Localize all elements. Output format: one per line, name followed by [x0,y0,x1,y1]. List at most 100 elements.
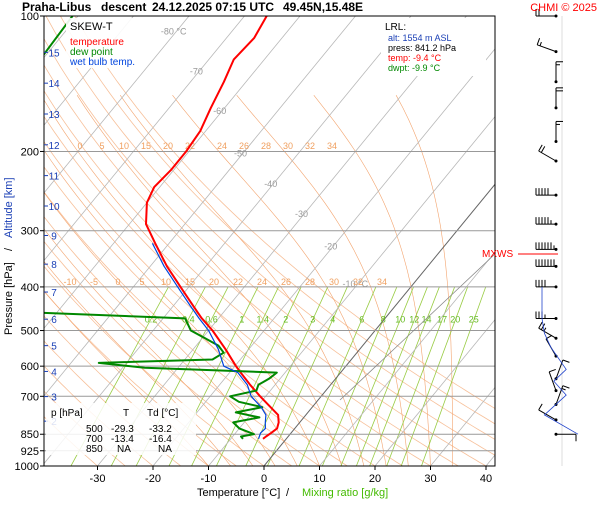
lrl-pressure: press: 841.2 hPa [388,43,456,53]
temperature-tick-label: -10 [201,473,217,485]
mixing-ratio-label: 20 [450,314,460,324]
dry-adiabat-label: 34 [327,141,337,151]
altitude-tick-label: 15 [48,48,60,59]
header-datetime: 24.12.2025 07:15 UTC [152,0,274,14]
altitude-tick-label: 3 [51,393,57,404]
isotherm-label: -80 °C [161,27,187,37]
temperature-tick-label: 40 [480,473,492,485]
pressure-tick-label: 700 [21,391,39,403]
pressure-tick-label: 925 [21,446,39,458]
header-location: 49.45N,15.48E [283,0,363,14]
wind-barb-station [555,265,558,268]
dry-adiabat-label: -10 [63,277,76,287]
mixing-ratio-label: 4 [330,314,335,324]
table-header-t: T [123,408,129,419]
header-flight: descent [101,0,146,14]
copyright-label: CHMI © 2025 [530,2,597,14]
isotherm-label: -30 [295,209,308,219]
mixing-ratio-label: 2 [283,314,288,324]
pressure-tick-label: 600 [21,361,39,373]
wind-barb-station [555,106,558,109]
dry-adiabat-label: 15 [185,277,195,287]
mxws-label: MXWS [482,249,513,260]
wind-barb-station [555,285,558,288]
mixing-ratio-label: 3 [310,314,315,324]
x-axis-mixing-label: Mixing ratio [g/kg] [302,487,388,499]
wind-barb-station [555,80,558,83]
dry-adiabat-label: 15 [141,141,151,151]
lrl-temperature: temp: -9.4 °C [388,53,442,63]
pressure-tick-label: 300 [21,226,39,238]
wind-barb-station [555,159,558,162]
dry-adiabat-label: 26 [281,277,291,287]
wind-barb-station [555,194,558,197]
mixing-ratio-label: 25 [469,314,479,324]
lrl-info-box: LRL: alt: 1554 m ASL press: 841.2 hPa te… [381,18,486,76]
dry-adiabat-label: -5 [90,277,98,287]
temperature-tick-label: 10 [313,473,325,485]
altitude-tick-label: 10 [48,202,60,213]
mixing-ratio-label: 8 [381,314,386,324]
altitude-tick-label: 12 [48,141,60,152]
dry-adiabat-label: 22 [233,277,243,287]
dry-adiabat-label: 32 [305,141,315,151]
dry-adiabat-label: 28 [261,141,271,151]
isotherm-label: -20 [324,241,337,251]
altitude-tick-label: 4 [51,367,57,378]
lrl-dewpoint: dwpt: -9.9 °C [388,63,441,73]
altitude-tick-label: 13 [48,110,60,121]
mixing-ratio-label: 17 [437,314,447,324]
mixing-ratio-label: 1 [239,314,244,324]
table-row-850-t: NA [117,444,131,455]
mixing-ratio-label: 12 [409,314,419,324]
dry-adiabat-label: 5 [99,141,104,151]
altitude-tick-label: 9 [51,232,57,243]
temperature-tick-label: 0 [261,473,267,485]
isotherm-label: -60 [213,106,226,116]
temperature-tick-label: -30 [90,473,106,485]
wind-barb-station [555,248,558,251]
dry-adiabat-label: 32 [353,277,363,287]
wind-barb-station [555,50,558,53]
mixing-ratio-label: 10 [395,314,405,324]
wind-barb-station [555,223,558,226]
pressure-tick-label: 400 [21,282,39,294]
table-row-850-p: 850 [86,444,103,455]
isotherm-label: -70 [190,67,203,77]
dry-adiabat-label: 10 [161,277,171,287]
temperature-tick-label: 30 [424,473,436,485]
dry-adiabat-label: 20 [209,277,219,287]
dry-adiabat-label: 28 [305,277,315,287]
dry-adiabat-label: 30 [329,277,339,287]
mixing-ratio-label: 6 [359,314,364,324]
table-row-850-td: NA [158,444,172,455]
legend: SKEW-T temperature dew point wet bulb te… [66,18,139,68]
wind-barb-station [555,433,558,436]
pressure-tick-label: 200 [21,147,39,159]
dry-adiabat-label: 30 [283,141,293,151]
mixing-ratio-label: 1.4 [257,314,270,324]
mixing-ratio-label: 14 [421,314,431,324]
wind-barb-station [555,140,558,143]
isotherm-label: -40 [264,179,277,189]
legend-title: SKEW-T [70,21,113,33]
wind-barb-station [555,389,558,392]
dry-adiabat-label: 0 [115,277,120,287]
lrl-title: LRL: [385,22,406,33]
pressure-tick-label: 500 [21,326,39,338]
dry-adiabat-label: 26 [239,141,249,151]
temperature-tick-label: 20 [369,473,381,485]
dry-adiabat-label: 24 [257,277,267,287]
altitude-tick-label: 11 [49,172,60,183]
altitude-tick-label: 7 [51,288,57,299]
altitude-tick-label: 5 [51,342,57,353]
dry-adiabat-label: 20 [163,141,173,151]
x-axis-temp-label: Temperature [°C] [197,487,280,499]
dry-adiabat-label: 10 [119,141,129,151]
wind-barb-station [555,15,558,18]
dry-adiabat-label: 34 [377,277,387,287]
header-station: Praha-Libus [22,0,92,14]
dry-adiabat-label: 0 [77,141,82,151]
wind-barb-station [555,317,558,320]
